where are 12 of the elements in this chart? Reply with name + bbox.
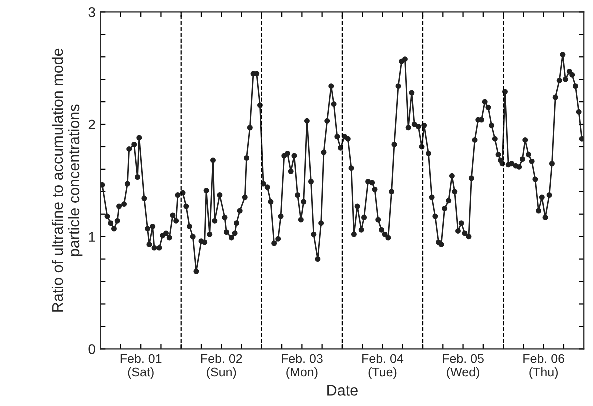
x-tick-label: Feb. 04 (Tue)	[362, 354, 404, 380]
x-tick-label: Feb. 01 (Sat)	[120, 354, 162, 380]
y-tick-label: 1	[89, 232, 96, 242]
y-tick-label: 3	[88, 8, 96, 18]
x-axis-title: Date	[328, 385, 358, 396]
x-tick-label: Feb. 05 (Wed)	[443, 354, 484, 380]
y-axis-title: Ratio of ultrafine to accumulation mode particle concentrations	[52, 48, 83, 312]
x-tick-label: Feb. 02 (Sun)	[201, 354, 242, 380]
x-tick-label: Feb. 03 (Mon)	[282, 354, 323, 380]
y-tick-label: 2	[88, 120, 96, 130]
y-tick-label: 0	[88, 344, 96, 354]
x-tick-label: Feb. 06 (Thu)	[524, 354, 564, 380]
